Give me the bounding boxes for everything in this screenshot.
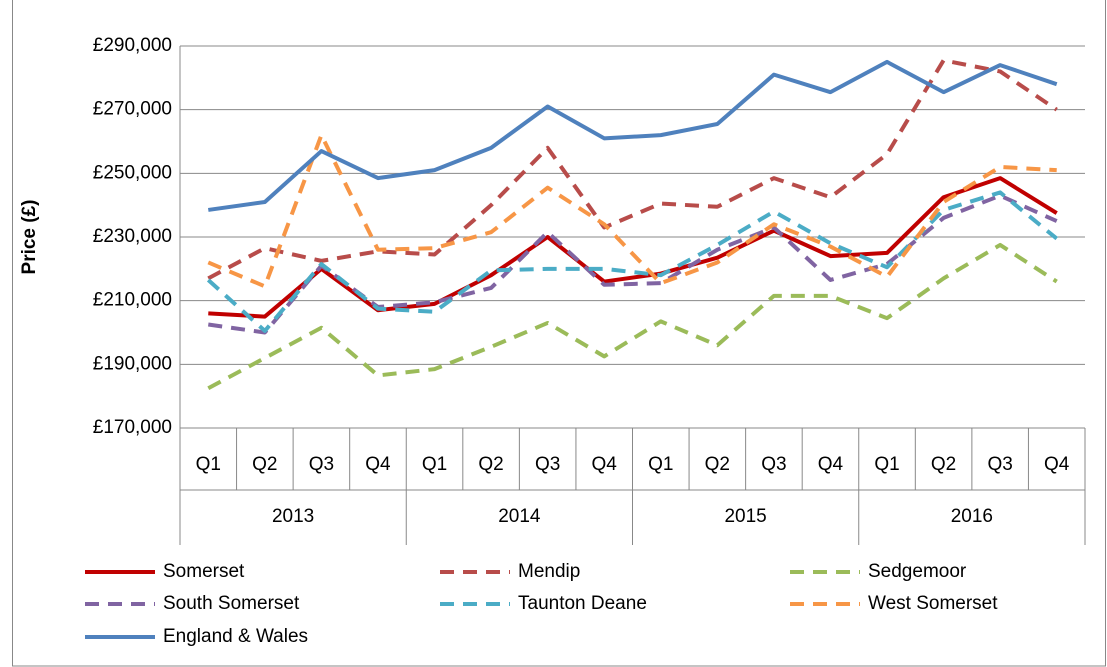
x-tick-label: Q1 [648, 454, 673, 475]
y-tick-label: £210,000 [93, 290, 172, 311]
x-tick-label: Q2 [478, 454, 503, 475]
x-tick-label: Q1 [196, 454, 221, 475]
x-tick-label: Q4 [592, 454, 618, 475]
x-tick-label: Q2 [252, 454, 277, 475]
legend-label: England & Wales [163, 626, 308, 647]
series-line [207, 58, 1058, 281]
series-line [207, 133, 1057, 289]
series-line [208, 59, 1058, 212]
x-tick-label: Q4 [365, 454, 391, 475]
y-tick-label: £230,000 [93, 226, 172, 247]
x-tick-label: Q3 [987, 454, 1012, 475]
legend-label: West Somerset [868, 593, 998, 614]
x-tick-label: Q1 [422, 454, 447, 475]
legend-label: Taunton Deane [518, 593, 647, 614]
x-tick-label: Q2 [705, 454, 730, 475]
x-tick-label: Q3 [535, 454, 560, 475]
y-axis-label: Price (£) [19, 200, 40, 275]
x-tick-label: Q3 [309, 454, 334, 475]
x-tick-label: Q4 [818, 454, 844, 475]
y-tick-label: £270,000 [93, 99, 172, 120]
y-tick-label: £290,000 [93, 35, 172, 56]
series-line [208, 193, 1058, 335]
x-tick-label: Q2 [931, 454, 956, 475]
x-group-label: 2016 [951, 506, 993, 527]
x-tick-label: Q4 [1044, 454, 1070, 475]
x-group-label: 2014 [498, 506, 541, 527]
series-line [206, 190, 1058, 333]
series-line [207, 242, 1058, 390]
x-group-label: 2015 [724, 506, 766, 527]
legend-label: Sedgemoor [868, 561, 967, 582]
series-line [208, 176, 1058, 319]
legend-label: Somerset [163, 561, 245, 582]
x-tick-label: Q3 [761, 454, 786, 475]
x-tick-label: Q1 [874, 454, 899, 475]
x-group-label: 2013 [272, 506, 314, 527]
legend-label: South Somerset [163, 593, 300, 614]
y-tick-label: £250,000 [93, 162, 172, 183]
y-tick-label: £190,000 [93, 353, 172, 374]
legend-label: Mendip [518, 561, 580, 582]
y-tick-label: £170,000 [93, 417, 172, 438]
